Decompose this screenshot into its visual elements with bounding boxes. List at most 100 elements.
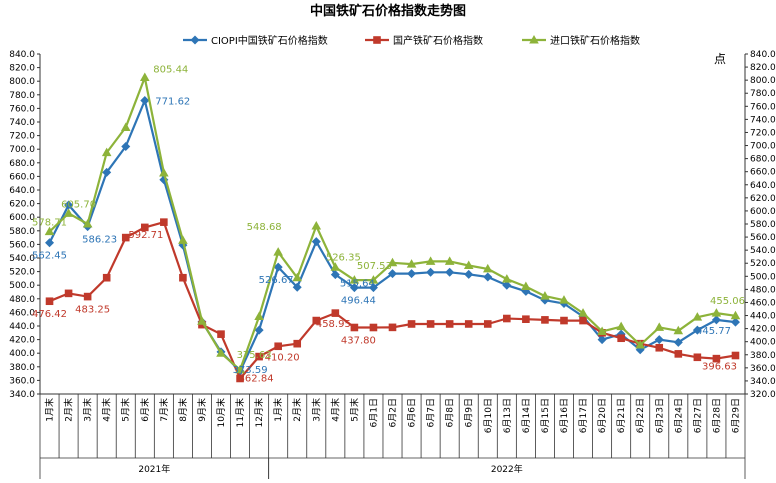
series-point [82, 219, 93, 228]
series-point [654, 335, 664, 345]
data-label: 496.44 [341, 296, 376, 307]
series-point [44, 226, 55, 236]
series-point [292, 272, 303, 282]
series-point [120, 122, 131, 131]
left-tick-label: 480.0 [9, 295, 35, 305]
series-point [254, 325, 264, 335]
series-point [445, 320, 454, 328]
x-tick-label: 6月末 [139, 398, 151, 422]
series-point [349, 283, 359, 293]
series-point [311, 237, 321, 247]
data-label: 507.53 [357, 261, 392, 272]
left-tick-label: 620.0 [9, 200, 35, 210]
series-point [387, 257, 398, 267]
data-label: 771.62 [155, 96, 190, 107]
series-point [654, 322, 665, 331]
right-tick-label: 640.0 [750, 181, 776, 191]
right-tick-label: 400.0 [750, 338, 776, 348]
series-point [483, 320, 492, 328]
left-tick-label: 600.0 [9, 213, 35, 223]
series-point [388, 269, 397, 279]
right-tick-label: 740.0 [750, 115, 776, 125]
series-point [559, 295, 569, 304]
series-point [711, 315, 721, 325]
series-point [236, 374, 244, 383]
x-tick-label: 6月28日 [711, 398, 722, 433]
x-tick-label: 6月20日 [597, 398, 608, 433]
x-tick-label: 6月15日 [540, 398, 551, 433]
series-point [159, 168, 169, 177]
series-point [445, 267, 455, 277]
left-tick-label: 520.0 [9, 268, 35, 278]
data-label: 526.67 [259, 275, 294, 286]
right-tick-label: 820.0 [750, 63, 776, 73]
series-point [197, 316, 207, 325]
x-tick-label: 4月末 [329, 398, 341, 422]
series-point [349, 275, 360, 284]
left-tick-label: 840.0 [9, 50, 35, 60]
series-point [388, 323, 397, 332]
series-point [45, 238, 55, 248]
left-tick-label: 500.0 [9, 281, 35, 291]
series-point [579, 316, 587, 325]
right-tick-label: 620.0 [750, 194, 776, 204]
x-tick-label: 12月末 [253, 398, 265, 427]
right-tick-label: 320.0 [750, 390, 776, 400]
right-tick-label: 680.0 [750, 155, 776, 165]
series-point [368, 283, 378, 293]
data-labels: 562.45 586.23 771.62 373.59 526.67 515.64 496.… [32, 65, 745, 385]
x-tick-label: 6月23日 [654, 398, 665, 433]
right-tick-label: 840.0 [750, 50, 776, 60]
left-tick-label: 360.0 [9, 376, 35, 386]
data-label: 373.59 [233, 365, 268, 376]
series-point [140, 95, 150, 105]
data-label: 605.70 [61, 199, 96, 210]
data-label: 805.44 [153, 65, 188, 76]
x-tick-label: 5月末 [348, 398, 360, 422]
series-point [711, 308, 722, 317]
series-point [407, 320, 416, 328]
series-point [521, 281, 531, 291]
left-tick-label: 680.0 [9, 159, 35, 169]
right-tick-label: 780.0 [750, 89, 776, 99]
series-point [483, 272, 493, 282]
left-tick-label: 400.0 [9, 349, 35, 359]
axes: 340.0 360.0 380.0 400.0 420.0 440.0 460.0 480.0… [9, 50, 776, 479]
series-point [406, 259, 417, 268]
right-tick-label: 760.0 [750, 102, 776, 112]
x-tick-label: 6月29日 [730, 398, 741, 433]
series-layer [44, 72, 741, 383]
data-label: 548.68 [247, 222, 282, 233]
left-tick-label: 440.0 [9, 322, 35, 332]
series-point [522, 315, 530, 323]
x-tick-label: 6月8日 [445, 398, 456, 427]
series-point [63, 208, 74, 217]
series-point [160, 218, 168, 226]
x-tick-label: 6月22日 [635, 398, 646, 433]
x-tick-label: 6月6日 [407, 398, 418, 427]
series-point [407, 269, 417, 279]
legend-marker [373, 36, 381, 44]
data-label: 562.45 [32, 251, 67, 262]
series-point [731, 351, 740, 360]
series-point [369, 323, 378, 332]
right-tick-label: 520.0 [750, 259, 776, 269]
data-label: 586.23 [82, 235, 117, 246]
x-tick-label: 6月1日 [368, 398, 379, 427]
series-3 [44, 72, 741, 374]
series-point [179, 273, 187, 282]
legend-marker [190, 35, 200, 45]
series-point [293, 339, 302, 348]
left-tick-label: 540.0 [9, 254, 35, 264]
x-tick-label: 6月2日 [388, 398, 399, 427]
left-tick-label: 460.0 [9, 308, 35, 318]
x-tick-label: 2月末 [291, 398, 303, 422]
x-tick-label: 6月27日 [692, 398, 703, 433]
series-point [426, 267, 436, 277]
series-point [635, 340, 646, 349]
series-point [216, 348, 226, 357]
data-label: 410.20 [265, 352, 300, 363]
left-tick-label: 740.0 [9, 118, 35, 128]
right-tick-label: 480.0 [750, 285, 776, 295]
series-point [101, 147, 112, 157]
